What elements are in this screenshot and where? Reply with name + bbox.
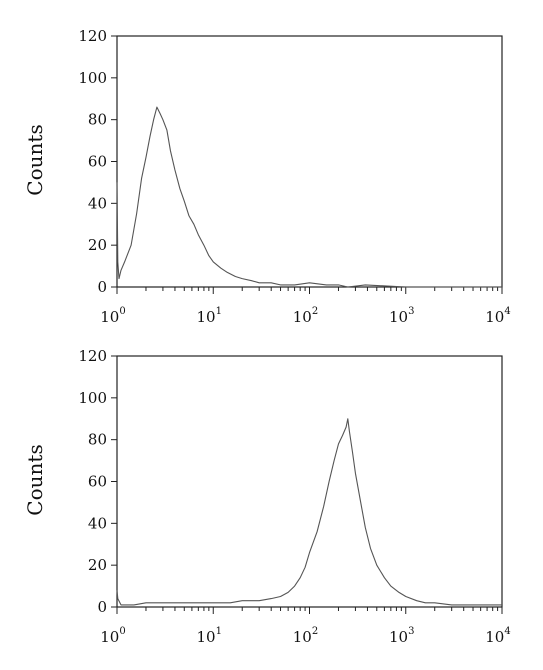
x-tick-label: 104 xyxy=(485,626,510,646)
x-tick-base: 10 xyxy=(389,628,408,646)
y-tick-label: 120 xyxy=(78,347,107,365)
y-axis-title: Counts xyxy=(23,444,47,515)
x-tick-exponent: 0 xyxy=(119,626,125,637)
y-tick-label: 80 xyxy=(88,431,107,449)
y-tick-label: 100 xyxy=(78,389,107,407)
y-tick-label: 60 xyxy=(88,473,107,491)
x-tick-exponent: 0 xyxy=(119,306,125,317)
plot-frame xyxy=(116,355,503,608)
x-tick-exponent: 3 xyxy=(408,306,414,317)
x-tick-base: 10 xyxy=(100,628,119,646)
y-tick-label: 80 xyxy=(88,111,107,129)
x-tick-exponent: 4 xyxy=(504,306,510,317)
x-tick-base: 10 xyxy=(197,308,216,326)
x-tick-base: 10 xyxy=(485,308,504,326)
y-tick-label: 100 xyxy=(78,69,107,87)
x-tick-base: 10 xyxy=(100,308,119,326)
x-tick-exponent: 2 xyxy=(312,626,318,637)
x-tick-label: 104 xyxy=(485,306,510,326)
plot-frame xyxy=(116,35,503,288)
x-tick-exponent: 1 xyxy=(216,306,222,317)
x-tick-label: 102 xyxy=(293,306,318,326)
x-tick-base: 10 xyxy=(197,628,216,646)
x-tick-exponent: 2 xyxy=(312,306,318,317)
y-axis-title: Counts xyxy=(23,124,47,195)
x-tick-base: 10 xyxy=(485,628,504,646)
x-tick-exponent: 1 xyxy=(216,626,222,637)
x-tick-label: 102 xyxy=(293,626,318,646)
y-tick-label: 40 xyxy=(88,194,107,212)
x-tick-label: 101 xyxy=(197,626,222,646)
y-tick-label: 60 xyxy=(88,153,107,171)
x-tick-label: 100 xyxy=(100,626,125,646)
x-tick-label: 100 xyxy=(100,306,125,326)
y-tick-label: 20 xyxy=(88,556,107,574)
y-tick-label: 0 xyxy=(97,598,107,616)
histogram-trace xyxy=(116,418,502,606)
x-tick-base: 10 xyxy=(293,628,312,646)
histogram-trace xyxy=(116,106,502,288)
x-tick-label: 103 xyxy=(389,306,414,326)
x-tick-label: 101 xyxy=(197,306,222,326)
y-tick-label: 20 xyxy=(88,236,107,254)
x-tick-base: 10 xyxy=(389,308,408,326)
x-tick-exponent: 4 xyxy=(504,626,510,637)
y-tick-label: 40 xyxy=(88,514,107,532)
y-tick-label: 120 xyxy=(78,27,107,45)
x-tick-base: 10 xyxy=(293,308,312,326)
y-tick-label: 0 xyxy=(97,278,107,296)
x-tick-label: 103 xyxy=(389,626,414,646)
x-tick-exponent: 3 xyxy=(408,626,414,637)
